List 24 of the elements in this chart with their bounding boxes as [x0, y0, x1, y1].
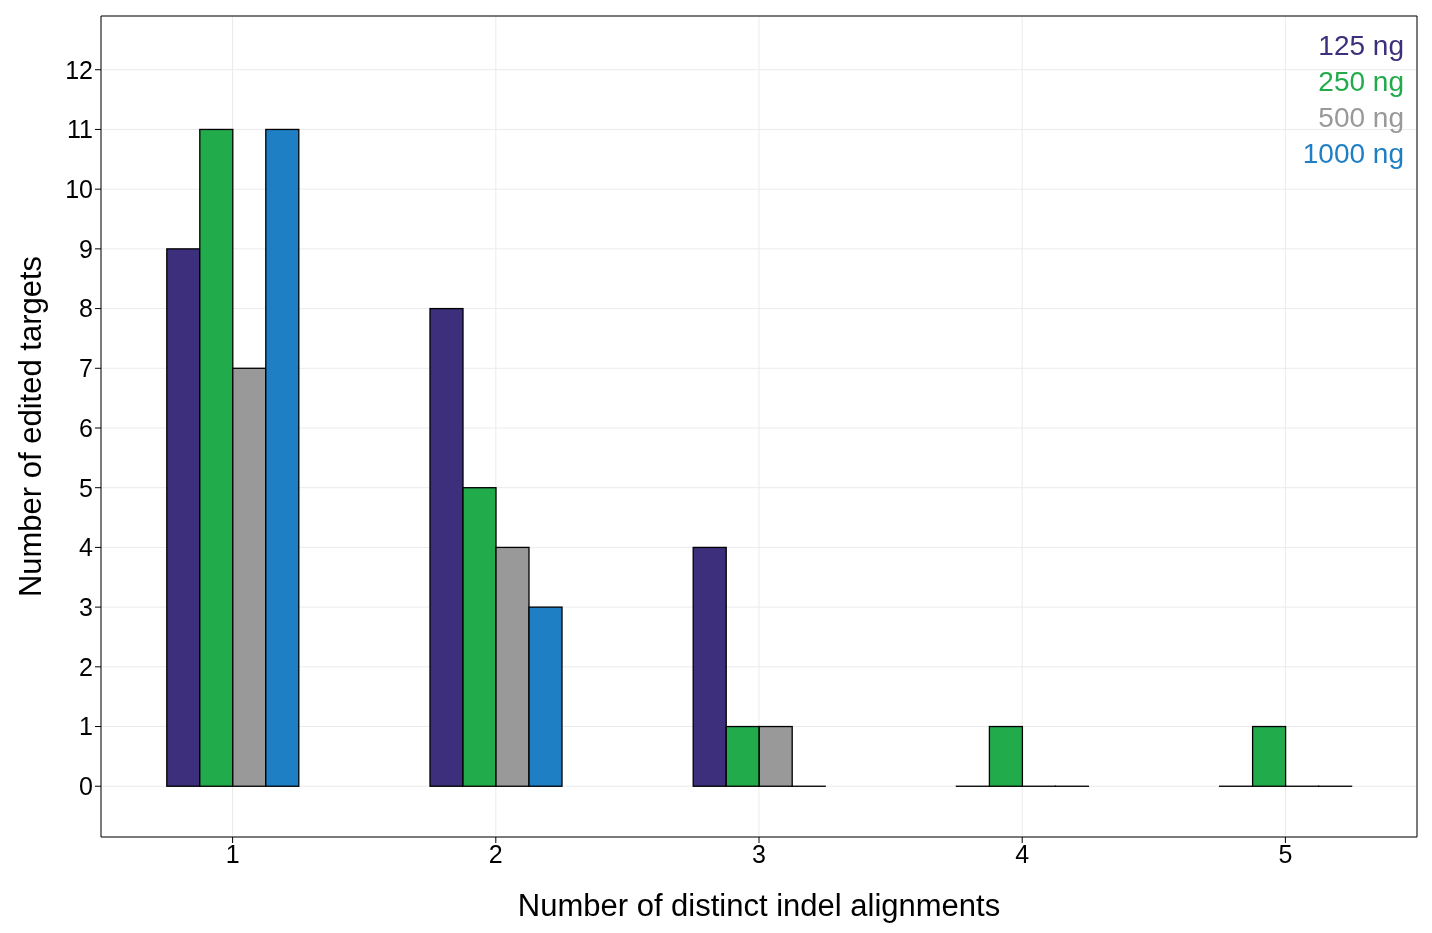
y-axis-title: Number of edited targets [13, 255, 49, 598]
y-tick-label: 10 [65, 175, 93, 204]
y-tick-label: 8 [79, 294, 93, 323]
y-tick-label: 5 [79, 473, 93, 502]
y-tick-label: 1 [79, 712, 93, 741]
y-tick-label: 7 [79, 354, 93, 383]
y-tick-label: 0 [79, 772, 93, 801]
x-tick-label: 3 [752, 839, 766, 868]
x-axis-title: Number of distinct indel alignments [517, 888, 1001, 923]
text: 500 ng [1317, 101, 1404, 135]
y-tick-label: 4 [79, 533, 94, 562]
x-tick-label: 4 [1015, 839, 1030, 868]
text: 1000 ng [1302, 137, 1404, 171]
text: 125 ng [1317, 29, 1404, 63]
y-tick-label: 2 [79, 652, 93, 681]
y-tick-label: 9 [79, 234, 93, 263]
x-tick-label: 5 [1278, 839, 1293, 868]
x-tick-label: 1 [225, 839, 240, 868]
text: 250 ng [1317, 65, 1404, 99]
y-tick-label: 11 [67, 115, 93, 144]
y-tick-label: 6 [79, 413, 93, 442]
y-tick-label: 12 [65, 55, 93, 84]
x-tick-label: 2 [488, 839, 503, 868]
y-tick-label: 3 [79, 592, 93, 621]
